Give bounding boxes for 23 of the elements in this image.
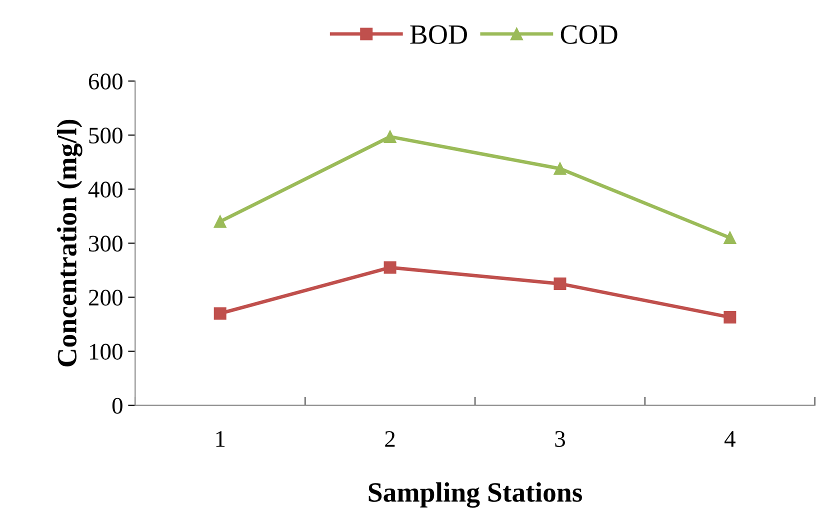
y-tick-label: 600 [88,74,122,90]
y-tick-label: 500 [89,128,122,144]
point [554,162,566,175]
y-tick-label: 400 [88,182,122,198]
x-tick-label: 1 [216,431,225,447]
y-axis-title: Concentration (mg/l) [56,120,82,366]
point [384,261,396,274]
point [724,310,736,324]
point [554,277,566,290]
point [214,215,226,228]
point [384,130,396,143]
x-tick-label: 3 [555,431,565,447]
y-tick-label: 0 [112,398,122,414]
point [724,232,736,244]
x-axis-title: Sampling Stations [368,482,582,508]
point [214,307,226,320]
y-tick-label: 300 [89,236,122,252]
x-tick-label: 4 [724,431,736,447]
legend-label: BOD [410,25,467,44]
legend-label: COD [560,25,618,44]
x-tick-label: 2 [385,431,395,447]
y-tick-label: 100 [90,344,122,360]
y-tick-label: 200 [88,290,122,306]
